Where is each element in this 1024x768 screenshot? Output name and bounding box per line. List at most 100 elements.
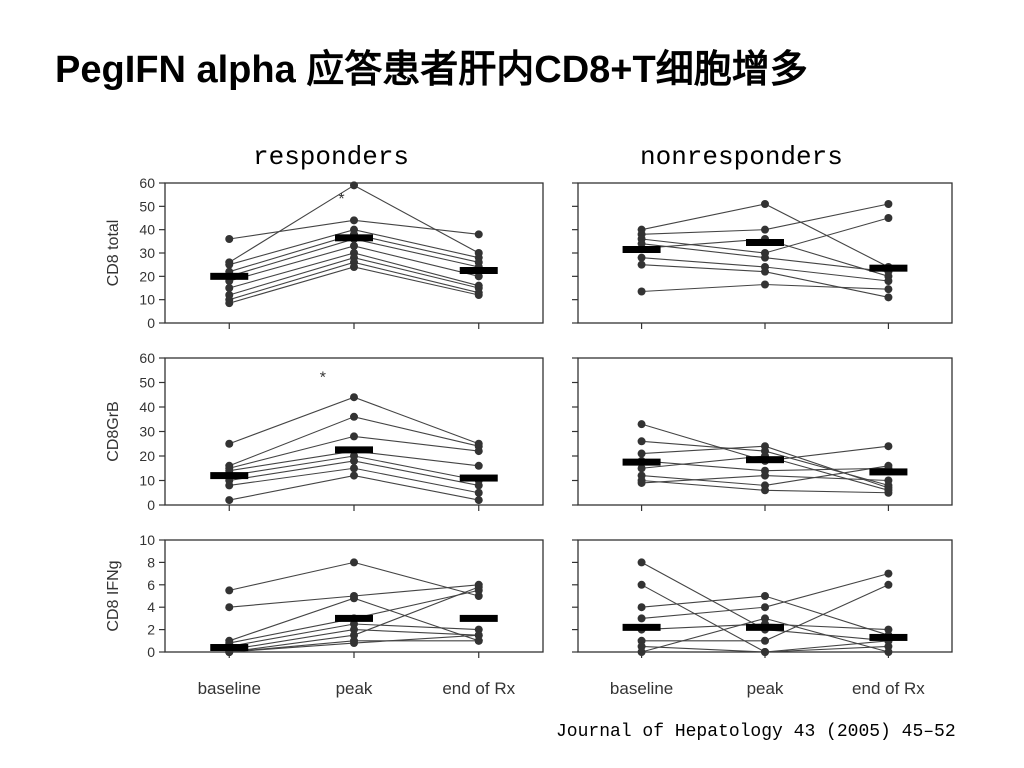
data-point (474, 496, 483, 505)
data-point (761, 253, 769, 262)
data-point (761, 592, 769, 600)
median-bar (335, 614, 373, 622)
data-point (637, 449, 646, 458)
y-tick-label: 0 (147, 315, 155, 331)
data-point (637, 478, 646, 487)
data-point (761, 267, 769, 276)
data-point (884, 461, 893, 470)
data-point (761, 225, 769, 234)
series-line (229, 266, 479, 304)
y-tick-label: 40 (139, 222, 155, 238)
data-point (350, 456, 358, 465)
data-point (761, 486, 769, 495)
data-point (884, 476, 893, 485)
data-point (637, 558, 646, 567)
y-axis-label: CD8GrB (105, 401, 122, 461)
median-bar (459, 474, 498, 482)
median-bar (869, 633, 908, 641)
data-point (884, 214, 893, 222)
nonresponders-label: nonresponders (640, 142, 843, 172)
data-point (761, 614, 769, 623)
data-point (225, 439, 234, 448)
data-point (474, 625, 483, 634)
y-tick-label: 0 (147, 644, 155, 660)
data-point (884, 442, 893, 451)
citation: Journal of Hepatology 43 (2005) 45–52 (556, 722, 956, 742)
y-tick-label: 20 (139, 448, 155, 464)
y-axis-label: CD8 total (105, 220, 122, 287)
y-tick-label: 8 (147, 554, 155, 570)
data-point (350, 631, 358, 640)
data-point (884, 200, 893, 208)
data-point (884, 488, 893, 497)
median-bar (210, 644, 249, 652)
data-point (884, 648, 893, 656)
y-tick-label: 4 (147, 599, 155, 615)
significance-star: * (338, 191, 344, 208)
x-category-label: baseline (198, 679, 261, 698)
data-point (474, 631, 483, 640)
data-point (884, 625, 893, 634)
panel-nonresponders (572, 357, 953, 511)
data-point (350, 625, 358, 634)
median-bar (335, 446, 373, 454)
data-point (350, 432, 358, 441)
data-point (225, 235, 234, 243)
median-bar (746, 456, 784, 464)
data-point (637, 420, 646, 429)
slide-title: PegIFN alpha 应答患者肝内CD8+T细胞增多 (55, 49, 808, 91)
data-point (225, 284, 234, 292)
data-point (474, 636, 483, 645)
median-bar (210, 472, 249, 480)
median-bar (869, 468, 908, 476)
data-point (350, 181, 358, 190)
data-point (474, 488, 483, 497)
panel-frame (164, 357, 544, 506)
y-tick-label: 6 (147, 577, 155, 593)
series-line (229, 561, 479, 597)
x-category-label: peak (336, 679, 373, 698)
y-tick-label: 50 (139, 198, 155, 214)
data-point (637, 636, 646, 645)
panel-nonresponders (572, 182, 953, 329)
y-tick-label: 20 (139, 268, 155, 284)
data-point (225, 586, 234, 595)
panel-nonresponders: baseline peak end of Rx (572, 539, 953, 698)
median-bar (622, 623, 661, 631)
data-point (350, 242, 358, 250)
panel-responders: 0 10 20 30 40 50 60 * (139, 175, 544, 331)
data-point (637, 287, 646, 296)
y-tick-label: 2 (147, 622, 155, 638)
median-bar (869, 264, 908, 272)
data-point (350, 471, 358, 480)
y-tick-label: 10 (139, 473, 155, 489)
y-tick-label: 10 (139, 292, 155, 308)
data-point (474, 583, 483, 592)
median-bar (622, 458, 661, 466)
median-bar (459, 614, 498, 622)
data-point (474, 592, 483, 600)
data-point (350, 558, 358, 567)
data-point (225, 299, 234, 308)
x-category-label: baseline (610, 679, 673, 698)
data-point (474, 230, 483, 239)
data-point (884, 569, 893, 578)
median-bar (746, 623, 784, 631)
x-category-label: end of Rx (852, 679, 925, 698)
data-point (761, 648, 769, 656)
data-point (884, 580, 893, 589)
data-point (474, 481, 483, 490)
median-bar (746, 239, 784, 246)
median-bar (335, 234, 373, 242)
data-point (761, 200, 769, 208)
data-point (637, 464, 646, 473)
data-point (474, 291, 483, 299)
panel-responders: 0 2 4 6 8 10 baseline peak end of Rx (139, 532, 544, 698)
x-category-label: end of Rx (442, 679, 515, 698)
data-point (225, 260, 234, 269)
median-bar (210, 272, 249, 280)
y-tick-label: 10 (139, 532, 155, 548)
data-point (637, 253, 646, 262)
data-point (761, 471, 769, 480)
x-category-label: peak (747, 679, 784, 698)
